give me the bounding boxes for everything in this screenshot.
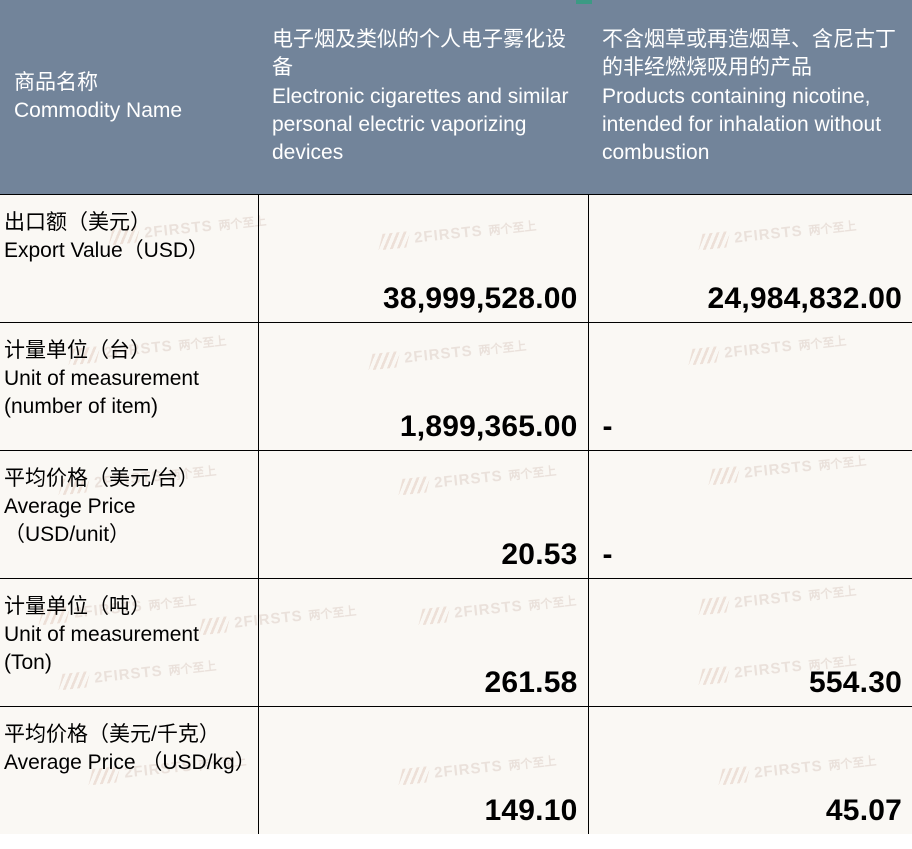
export-data-table: 商品名称 Commodity Name 电子烟及类似的个人电子雾化设备 Elec… [0, 0, 912, 834]
table-row: 计量单位（吨）Unit of measurement (Ton) 261.58 55… [0, 578, 912, 706]
row-label-zh: 平均价格（美元/千克） [4, 721, 248, 749]
value-text: 45.07 [826, 794, 902, 828]
value-text: 38,999,528.00 [383, 282, 577, 316]
header-col1-en: Commodity Name [14, 97, 244, 125]
row-label: 出口额（美元） Export Value（USD） [0, 194, 258, 322]
header-col2-en: Electronic cigarettes and similar person… [272, 83, 574, 168]
row-label-en: Unit of measurement (Ton) [4, 621, 248, 678]
header-col3-en: Products containing nicotine, intended f… [602, 83, 898, 168]
value-text: 1,899,365.00 [400, 410, 578, 444]
value-text: 24,984,832.00 [708, 282, 902, 316]
value-text: - [603, 538, 613, 572]
header-col3-zh: 不含烟草或再造烟草、含尼古丁的非经燃烧吸用的产品 [602, 26, 898, 83]
row-label-zh: 计量单位（台） [4, 337, 248, 365]
row-label-zh: 出口额（美元） [4, 209, 248, 237]
header-col2-zh: 电子烟及类似的个人电子雾化设备 [272, 26, 574, 83]
table-row: 出口额（美元） Export Value（USD） 38,999,528.00 24… [0, 194, 912, 322]
header-nicotine-products: 不含烟草或再造烟草、含尼古丁的非经燃烧吸用的产品 Products contai… [588, 0, 912, 194]
row-label: 计量单位（吨）Unit of measurement (Ton) [0, 578, 258, 706]
row-label: 平均价格（美元/台）Average Price （USD/unit） [0, 450, 258, 578]
value-cell-col3: 554.30 [588, 578, 912, 706]
table-row: 平均价格（美元/台）Average Price （USD/unit） 20.53- [0, 450, 912, 578]
table-row: 平均价格（美元/千克）Average Price （USD/kg） 149.10 4… [0, 706, 912, 834]
top-tick-marker [576, 0, 592, 4]
table-row: 计量单位（台）Unit of measurement (number of it… [0, 322, 912, 450]
row-label-zh: 平均价格（美元/台） [4, 465, 248, 493]
value-cell-col2: 149.10 [258, 706, 588, 834]
value-text: - [603, 410, 613, 444]
row-label: 平均价格（美元/千克）Average Price （USD/kg） [0, 706, 258, 834]
value-text: 554.30 [809, 666, 902, 700]
row-label-zh: 计量单位（吨） [4, 593, 248, 621]
value-text: 261.58 [485, 666, 578, 700]
row-label-en: Export Value（USD） [4, 237, 248, 265]
row-label-en: Unit of measurement (number of item) [4, 365, 248, 422]
row-label-en: Average Price （USD/unit） [4, 493, 248, 550]
row-label-en: Average Price （USD/kg） [4, 749, 248, 777]
value-cell-col3: 24,984,832.00 [588, 194, 912, 322]
value-text: 149.10 [485, 794, 578, 828]
value-cell-col2: 261.58 [258, 578, 588, 706]
value-cell-col3: - [588, 450, 912, 578]
value-cell-col2: 20.53 [258, 450, 588, 578]
header-row: 商品名称 Commodity Name 电子烟及类似的个人电子雾化设备 Elec… [0, 0, 912, 194]
export-table-container: 2FIRSTS 两个至上2FIRSTS 两个至上2FIRSTS 两个至上2FIR… [0, 0, 912, 834]
value-cell-col3: - [588, 322, 912, 450]
value-cell-col3: 45.07 [588, 706, 912, 834]
table-body: 出口额（美元） Export Value（USD） 38,999,528.00 24… [0, 194, 912, 834]
header-commodity-name: 商品名称 Commodity Name [0, 0, 258, 194]
value-cell-col2: 38,999,528.00 [258, 194, 588, 322]
value-text: 20.53 [501, 538, 577, 572]
header-col1-zh: 商品名称 [14, 69, 244, 97]
value-cell-col2: 1,899,365.00 [258, 322, 588, 450]
header-ecig-devices: 电子烟及类似的个人电子雾化设备 Electronic cigarettes an… [258, 0, 588, 194]
row-label: 计量单位（台）Unit of measurement (number of it… [0, 322, 258, 450]
